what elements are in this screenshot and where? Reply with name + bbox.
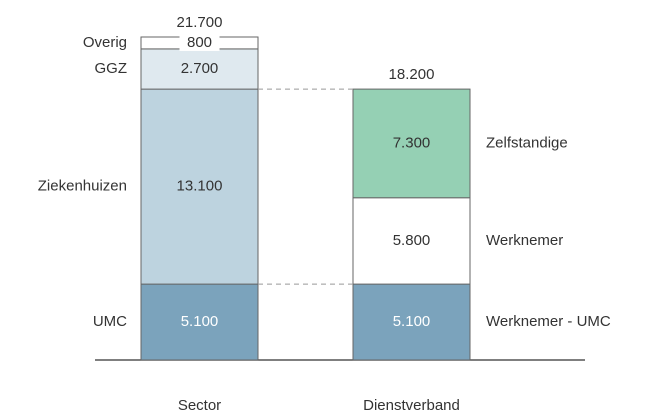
value-label: 13.100: [177, 178, 223, 195]
value-label: 5.100: [181, 313, 219, 330]
total-label: 18.200: [389, 66, 435, 83]
bar-segment: [352, 197, 471, 285]
label-bg: [179, 34, 220, 51]
bar-segment: [352, 283, 471, 361]
segment-label: Overig: [83, 34, 127, 51]
total-label: 21.700: [177, 14, 223, 31]
bar-segment: [352, 88, 471, 199]
value-label: 5.100: [393, 313, 431, 330]
value-label: 2.700: [181, 60, 219, 77]
segment-label: Werknemer: [486, 232, 563, 249]
segment-label: Zelfstandige: [486, 134, 568, 151]
bar-segment: [140, 283, 259, 361]
value-label: 800: [187, 34, 212, 51]
bar-segment: [140, 88, 259, 285]
segment-label: Werknemer - UMC: [486, 313, 611, 330]
segment-label: Ziekenhuizen: [38, 178, 127, 195]
x-tick-label: Sector: [178, 397, 221, 414]
value-label: 7.300: [393, 134, 431, 151]
x-tick-label: Dienstverband: [363, 397, 460, 414]
segment-label: GGZ: [95, 60, 128, 77]
value-label: 5.800: [393, 232, 431, 249]
segment-label: UMC: [93, 313, 127, 330]
